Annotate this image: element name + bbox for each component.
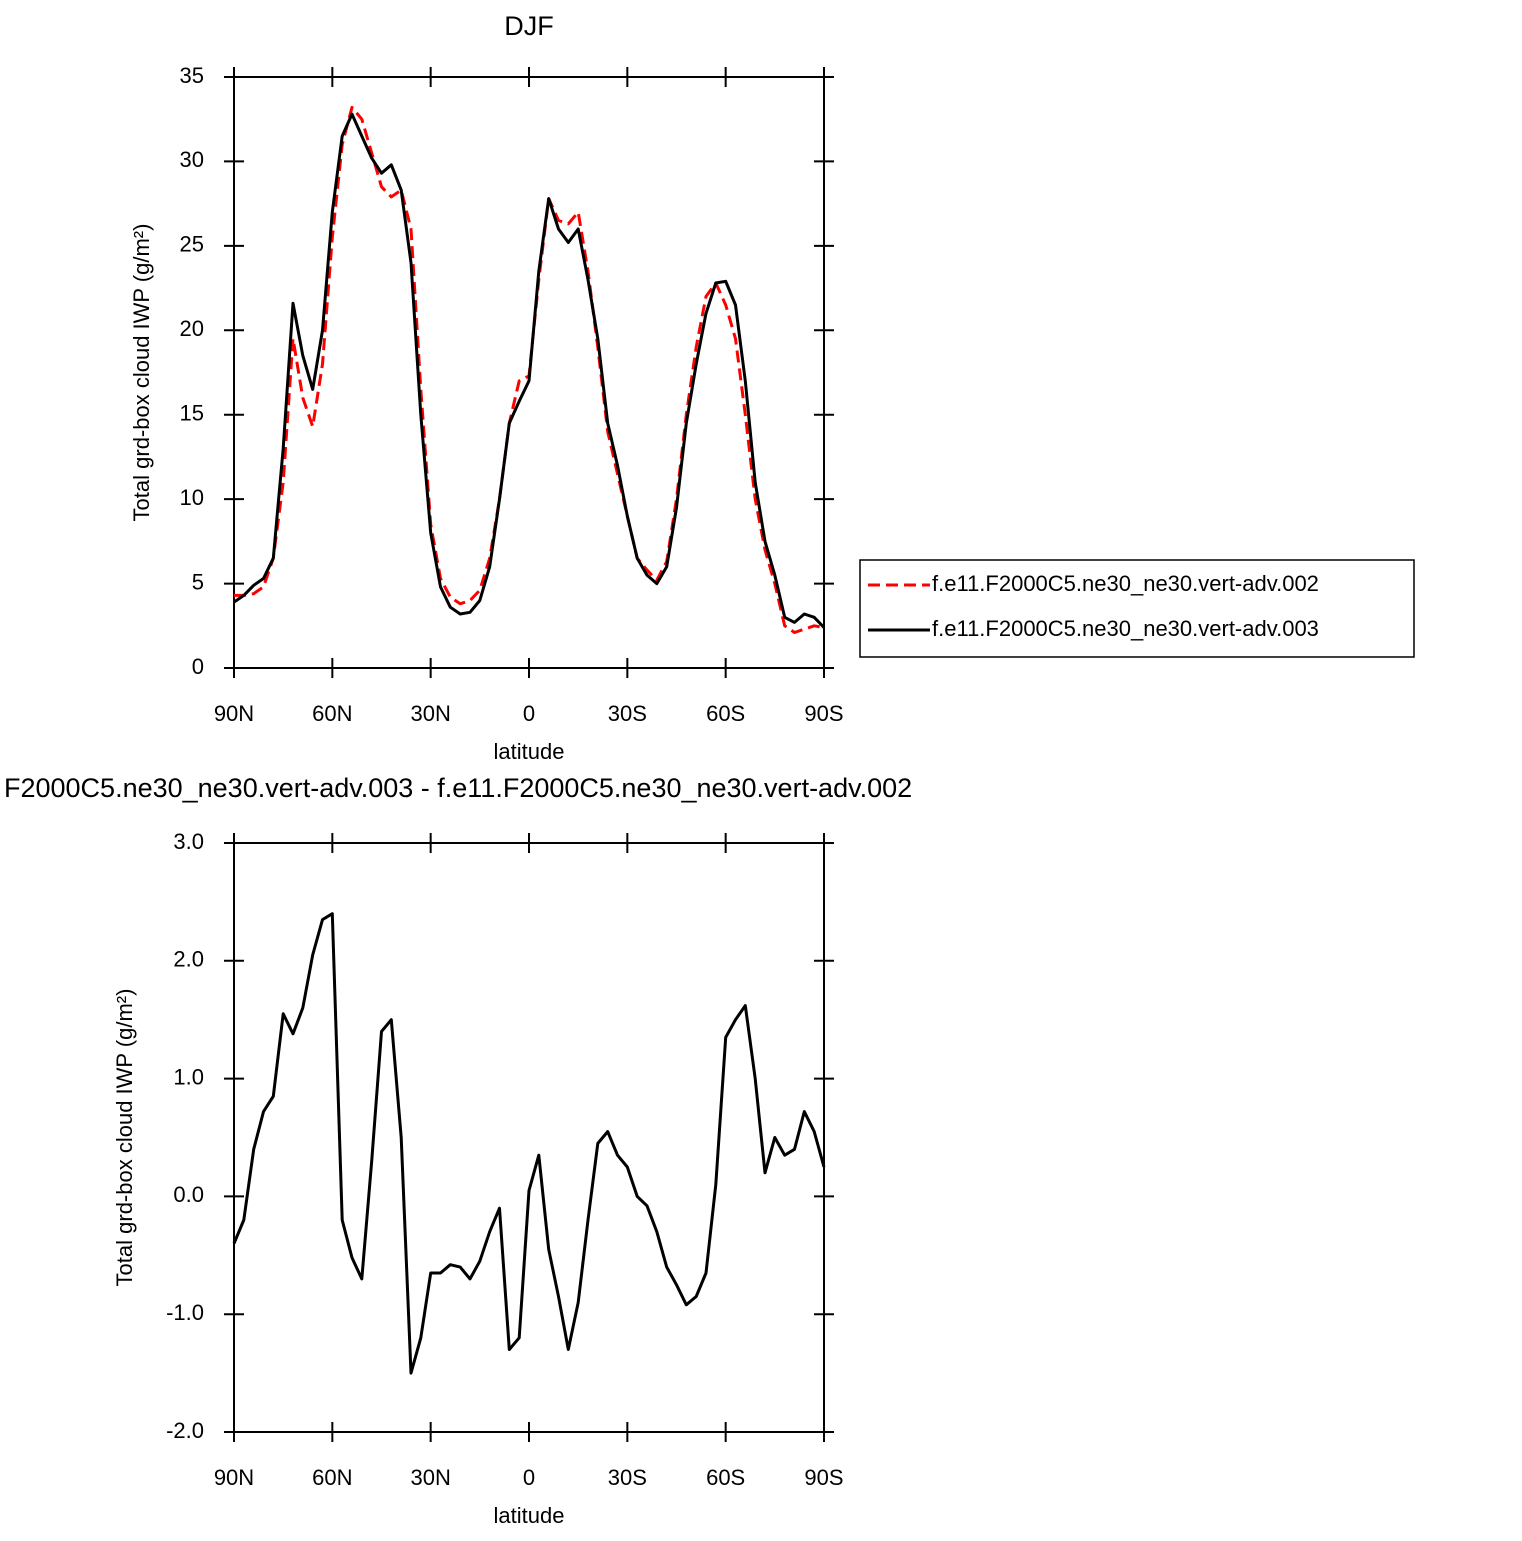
y-tick-label: 30 — [180, 147, 204, 172]
x-axis-label: latitude — [494, 739, 565, 764]
y-axis-label: Total grd-box cloud IWP (g/m²) — [129, 224, 154, 522]
x-tick-label: 30S — [608, 1465, 647, 1490]
x-tick-label: 60N — [312, 701, 352, 726]
x-tick-label: 30N — [410, 701, 450, 726]
x-tick-label: 0 — [523, 701, 535, 726]
y-tick-label: 25 — [180, 232, 204, 257]
y-tick-label: 10 — [180, 485, 204, 510]
y-tick-label: 2.0 — [173, 947, 204, 972]
y-tick-label: 3.0 — [173, 829, 204, 854]
y-axis-label: Total grd-box cloud IWP (g/m²) — [112, 989, 137, 1287]
legend-box — [859, 559, 1415, 658]
x-tick-label: 60S — [706, 701, 745, 726]
line-series — [232, 912, 826, 1375]
y-tick-label: 5 — [192, 569, 204, 594]
y-tick-label: -2.0 — [166, 1418, 204, 1443]
y-tick-label: 0 — [192, 654, 204, 679]
legend-label: f.e11.F2000C5.ne30_ne30.vert-adv.003 — [932, 616, 1319, 641]
y-tick-label: 20 — [180, 316, 204, 341]
x-axis-label: latitude — [494, 1503, 565, 1528]
x-tick-label: 90S — [804, 701, 843, 726]
y-tick-label: 0.0 — [173, 1182, 204, 1207]
x-tick-label: 90N — [214, 1465, 254, 1490]
legend-label: f.e11.F2000C5.ne30_ne30.vert-adv.002 — [932, 571, 1319, 596]
y-tick-label: 35 — [180, 63, 204, 88]
x-tick-label: 60N — [312, 1465, 352, 1490]
plot-frame — [233, 842, 825, 1433]
x-tick-label: 30N — [410, 1465, 450, 1490]
y-tick-label: -1.0 — [166, 1300, 204, 1325]
chart-title: F2000C5.ne30_ne30.vert-adv.003 - f.e11.F… — [4, 773, 912, 803]
line-series — [233, 112, 826, 629]
x-tick-label: 90S — [804, 1465, 843, 1490]
y-tick-label: 1.0 — [173, 1064, 204, 1089]
chart-title: DJF — [504, 11, 554, 41]
x-tick-label: 30S — [608, 701, 647, 726]
x-tick-label: 90N — [214, 701, 254, 726]
x-tick-label: 0 — [523, 1465, 535, 1490]
y-tick-label: 15 — [180, 401, 204, 426]
x-tick-label: 60S — [706, 1465, 745, 1490]
